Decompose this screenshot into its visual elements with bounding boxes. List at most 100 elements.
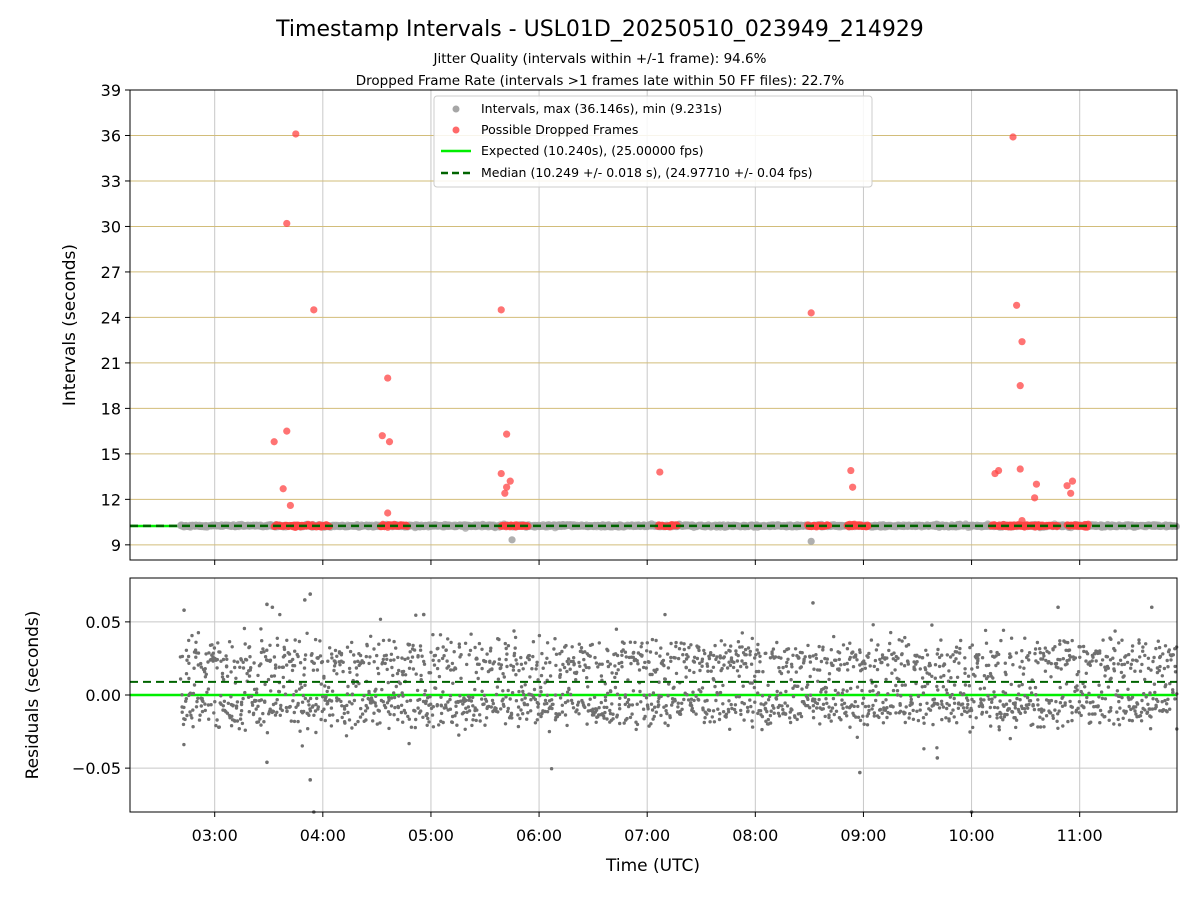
residual-point — [414, 672, 418, 676]
residual-point — [501, 697, 505, 701]
residual-point — [431, 633, 435, 637]
residual-point — [989, 650, 993, 654]
residual-point — [728, 649, 732, 653]
residual-point — [625, 716, 629, 721]
residual-point — [663, 677, 667, 681]
residual-point — [994, 663, 998, 668]
residual-point — [874, 648, 879, 652]
residual-point — [702, 720, 706, 725]
residual-point — [1033, 647, 1038, 651]
residual-point — [480, 666, 484, 671]
residual-point — [1033, 651, 1037, 656]
residual-point — [1090, 712, 1095, 716]
residual-point — [734, 649, 738, 653]
residual-point — [277, 690, 282, 694]
residual-point — [974, 716, 978, 720]
residual-point — [185, 658, 189, 662]
residual-point — [282, 647, 287, 652]
residual-point — [245, 671, 249, 676]
residual-point — [596, 665, 600, 669]
residual-point — [861, 714, 865, 718]
residual-point — [1026, 654, 1030, 658]
residual-point — [411, 667, 416, 671]
residual-point — [1038, 725, 1043, 729]
residual-point — [786, 647, 791, 651]
residual-point — [766, 698, 771, 702]
residual-point — [841, 706, 845, 710]
residual-point — [935, 652, 939, 656]
residual-point — [677, 647, 682, 651]
residual-point — [235, 719, 240, 723]
residual-point — [250, 700, 254, 705]
dropped-frame-point — [385, 438, 394, 446]
residual-point — [1044, 658, 1048, 663]
residual-point — [291, 699, 295, 703]
residual-point — [303, 653, 308, 657]
intervals-y-tick-label: 12 — [101, 490, 121, 509]
residual-point — [1080, 692, 1085, 696]
residual-point — [293, 638, 297, 642]
residual-point — [403, 657, 407, 662]
residual-point — [401, 720, 405, 724]
residual-point — [297, 639, 302, 644]
residual-point — [1068, 699, 1072, 704]
residual-point — [952, 659, 956, 664]
residual-point — [603, 682, 607, 686]
residual-point — [511, 668, 516, 672]
residual-point — [405, 699, 409, 703]
residual-point — [303, 683, 307, 687]
residual-point — [348, 670, 352, 674]
residual-point — [501, 702, 506, 707]
residual-point — [465, 710, 469, 714]
residual-point — [1032, 707, 1037, 712]
residual-point — [1160, 674, 1165, 678]
residual-point — [653, 705, 657, 709]
residual-point — [872, 714, 876, 718]
residual-point — [350, 702, 354, 706]
residual-point — [650, 637, 655, 642]
residual-point — [734, 710, 738, 715]
residual-point — [322, 707, 326, 711]
residual-point — [221, 657, 226, 662]
residual-point — [1130, 695, 1135, 699]
residual-point — [1160, 700, 1164, 704]
residual-point — [182, 608, 186, 612]
residual-point — [699, 690, 703, 694]
dropped-frame-point — [292, 130, 300, 138]
residual-point — [868, 689, 872, 693]
residual-point — [799, 714, 804, 719]
residual-point — [241, 666, 246, 670]
residual-point — [322, 674, 326, 679]
residual-point — [915, 709, 919, 713]
residual-point — [496, 677, 501, 681]
residual-point — [409, 725, 414, 729]
residual-point — [1055, 719, 1059, 723]
residuals-y-tick-label: 0.05 — [85, 613, 121, 632]
residual-point — [1085, 700, 1089, 704]
residual-point — [516, 705, 521, 709]
x-tick-label: 07:00 — [624, 826, 670, 845]
residual-point — [527, 657, 531, 662]
residual-point — [570, 645, 574, 649]
residual-point — [200, 696, 204, 701]
residual-point — [346, 710, 350, 715]
residual-point — [723, 643, 727, 647]
residual-point — [289, 719, 293, 723]
residual-point — [550, 698, 554, 702]
residual-point — [422, 662, 427, 666]
residual-point — [930, 674, 934, 678]
residual-point — [183, 717, 187, 722]
residual-point — [1009, 682, 1013, 687]
residual-point — [871, 623, 875, 627]
residual-point — [886, 692, 890, 696]
residual-point — [647, 724, 651, 728]
residual-point — [794, 670, 798, 674]
residual-point — [389, 652, 394, 656]
residual-point — [563, 700, 568, 705]
residual-point — [885, 715, 889, 720]
residual-point — [330, 689, 335, 693]
residual-point — [1020, 682, 1024, 687]
residual-point — [766, 683, 770, 687]
residual-point — [907, 716, 911, 720]
residual-point — [686, 698, 691, 702]
